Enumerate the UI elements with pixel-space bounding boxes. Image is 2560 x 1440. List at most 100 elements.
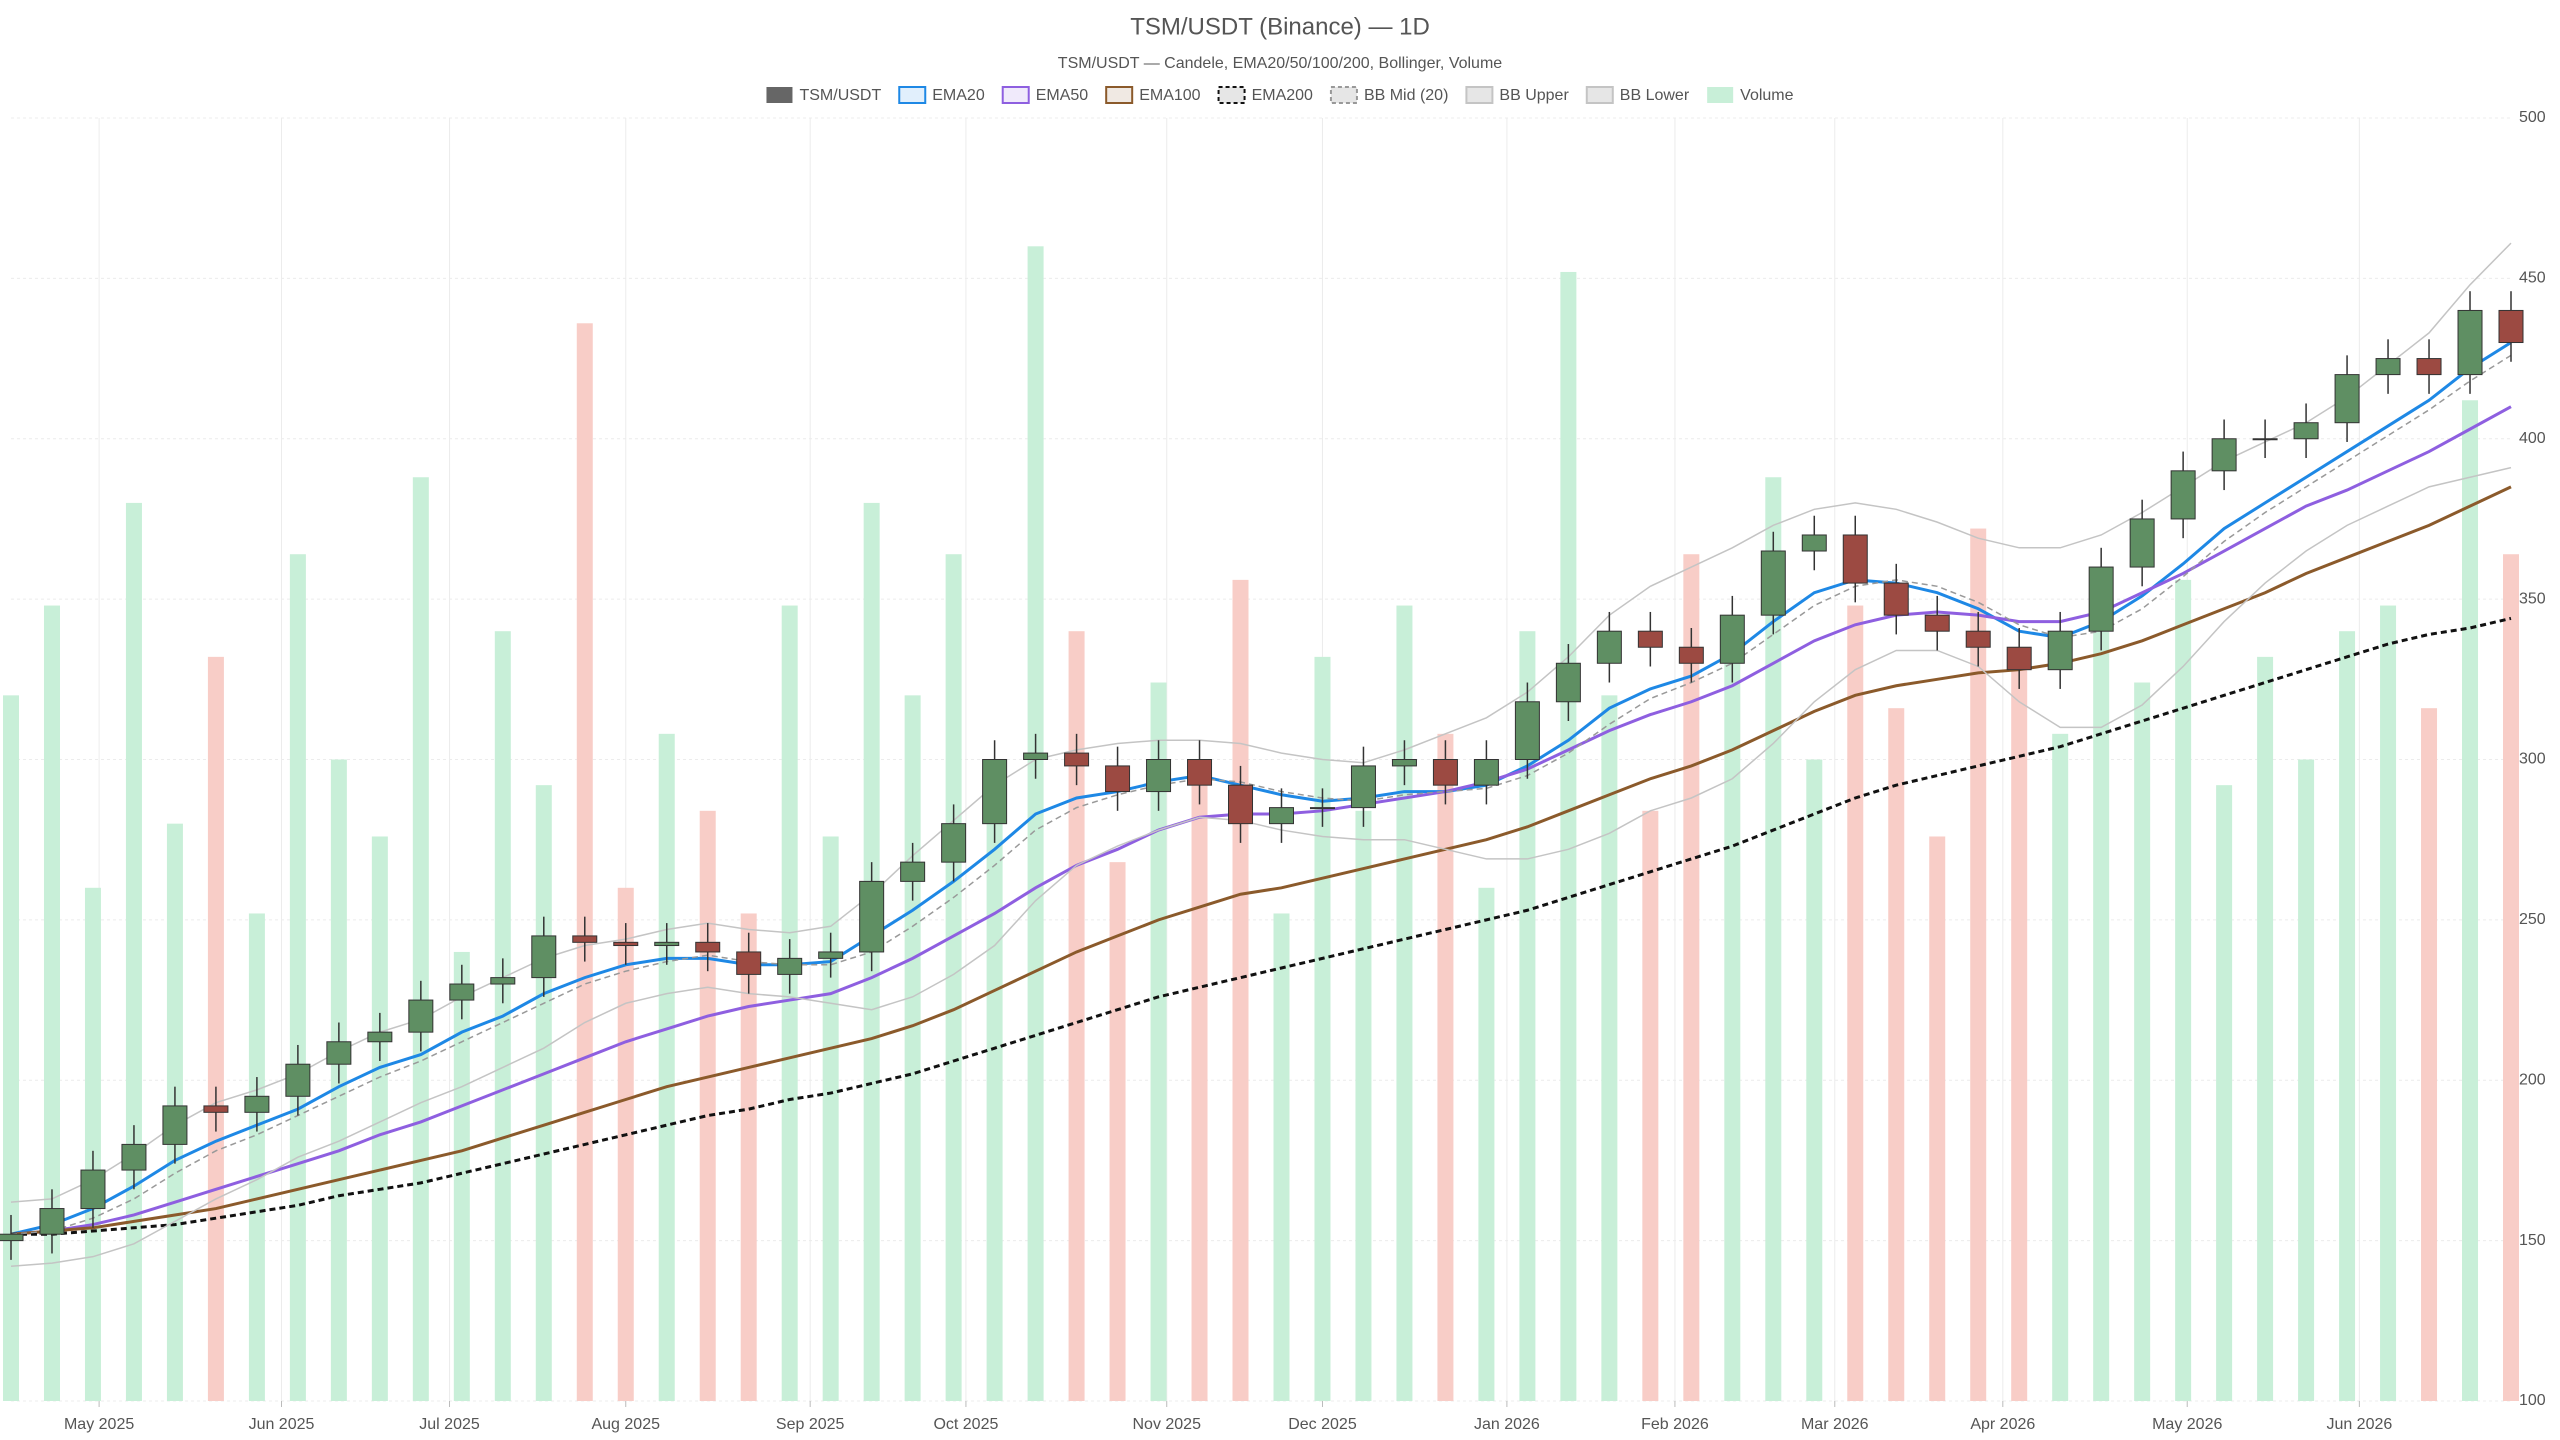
candle-body [736, 951, 762, 975]
candle-body [613, 941, 639, 947]
volume-bar [986, 785, 1003, 1401]
candle-body [859, 880, 885, 953]
legend-label: BB Mid (20) [1364, 87, 1448, 104]
x-tick-label: Aug 2025 [591, 1416, 660, 1433]
volume-bar [2421, 708, 2438, 1401]
y-tick-label: 350 [2519, 590, 2546, 607]
volume-bar [1437, 733, 1454, 1401]
candle-body [39, 1208, 65, 1235]
volume-bar [699, 810, 716, 1401]
legend-label: EMA20 [932, 87, 985, 104]
legend-swatch [898, 86, 927, 104]
candle-body [2129, 518, 2155, 568]
chart-title: TSM/USDT (Binance) — 1D [1130, 13, 1430, 40]
y-tick-label: 300 [2519, 751, 2546, 768]
volume-bar [1191, 759, 1208, 1401]
legend-label: EMA200 [1252, 87, 1313, 104]
candle-body [1842, 534, 1868, 584]
volume-bar [2298, 759, 2315, 1401]
candle-body [982, 759, 1008, 825]
y-tick-label: 100 [2519, 1392, 2546, 1409]
volume-bar [781, 605, 798, 1401]
volume-bar [412, 477, 429, 1401]
volume-bar [2257, 656, 2274, 1401]
candle-body [0, 1233, 24, 1242]
x-tick-label: Sep 2025 [776, 1416, 845, 1433]
candle-body [326, 1041, 352, 1065]
volume-bar [1642, 810, 1659, 1401]
candle-body [2498, 309, 2524, 344]
volume-bar [617, 887, 634, 1401]
legend-swatch [1217, 86, 1246, 104]
volume-bar [1232, 579, 1249, 1401]
volume-bar [2175, 579, 2192, 1401]
candle-body [1064, 752, 1090, 767]
candle-body [1391, 759, 1417, 767]
legend-label: EMA50 [1036, 87, 1089, 104]
candle-body [1514, 701, 1540, 761]
candle-body [2211, 438, 2237, 472]
candle-body [1924, 614, 1950, 632]
candle-body [1719, 614, 1745, 664]
candle-body [1146, 759, 1172, 793]
legend: TSM/USDT EMA20 EMA50 EMA100 EMA200 BB Mid (20… [766, 86, 1794, 104]
candle-body [2047, 630, 2073, 671]
candle-body [1760, 550, 1786, 616]
candle-body [1268, 807, 1294, 825]
volume-bar [1109, 862, 1126, 1401]
legend-swatch [1707, 87, 1734, 103]
legend-swatch [1001, 86, 1030, 104]
legend-swatch [1329, 86, 1358, 104]
volume-bar [2503, 554, 2519, 1401]
volume-bar [1929, 836, 1946, 1401]
volume-bar [453, 951, 470, 1401]
line-ema200 [11, 616, 2512, 1236]
x-tick-label: Dec 2025 [1288, 1416, 1357, 1433]
y-tick-label: 250 [2519, 911, 2546, 928]
chart-subtitle: TSM/USDT — Candele, EMA20/50/100/200, Bo… [1058, 55, 1502, 72]
volume-bar [1314, 656, 1331, 1401]
candle-body [367, 1031, 393, 1043]
volume-bar [207, 656, 224, 1401]
y-tick-label: 450 [2519, 270, 2546, 287]
volume-bar [1560, 271, 1577, 1402]
legend-label: TSM/USDT [799, 87, 881, 104]
volume-bar [289, 554, 306, 1401]
candle-body [2088, 566, 2114, 632]
x-tick-label: May 2026 [2152, 1416, 2222, 1433]
volume-bar [1806, 759, 1823, 1401]
x-tick-label: May 2025 [64, 1416, 134, 1433]
volume-bar [740, 913, 757, 1401]
volume-bar [535, 785, 552, 1401]
candle-body [1473, 759, 1499, 786]
volume-bar [2093, 631, 2110, 1401]
candle-body [941, 823, 967, 863]
legend-swatch [1105, 86, 1134, 104]
candle-body [1105, 765, 1131, 793]
candle-body [2416, 358, 2442, 376]
volume-bar [125, 502, 142, 1401]
candle-body [818, 951, 844, 959]
candles [0, 291, 2524, 1260]
y-tick-label: 400 [2519, 430, 2546, 447]
candle-body [244, 1095, 270, 1113]
x-tick-label: Jun 2026 [2326, 1416, 2392, 1433]
line-ema100 [10, 485, 2512, 1236]
y-tick-label: 200 [2519, 1071, 2546, 1088]
volume-bar [658, 733, 675, 1401]
x-tick-label: Feb 2026 [1641, 1416, 1709, 1433]
volume-bar [248, 913, 265, 1401]
volume-bar [1478, 887, 1495, 1401]
candle-body [2170, 470, 2196, 520]
candle-body [654, 941, 680, 947]
candle-body [1596, 630, 1622, 664]
candle-body [531, 935, 557, 979]
volume-bar [3, 695, 19, 1401]
x-tick-label: Mar 2026 [1801, 1416, 1869, 1433]
x-tick-label: Jan 2026 [1474, 1416, 1540, 1433]
candle-body [900, 861, 926, 882]
candle-body [203, 1105, 229, 1113]
legend-label: BB Lower [1620, 87, 1690, 104]
volume-bar [2380, 605, 2397, 1401]
